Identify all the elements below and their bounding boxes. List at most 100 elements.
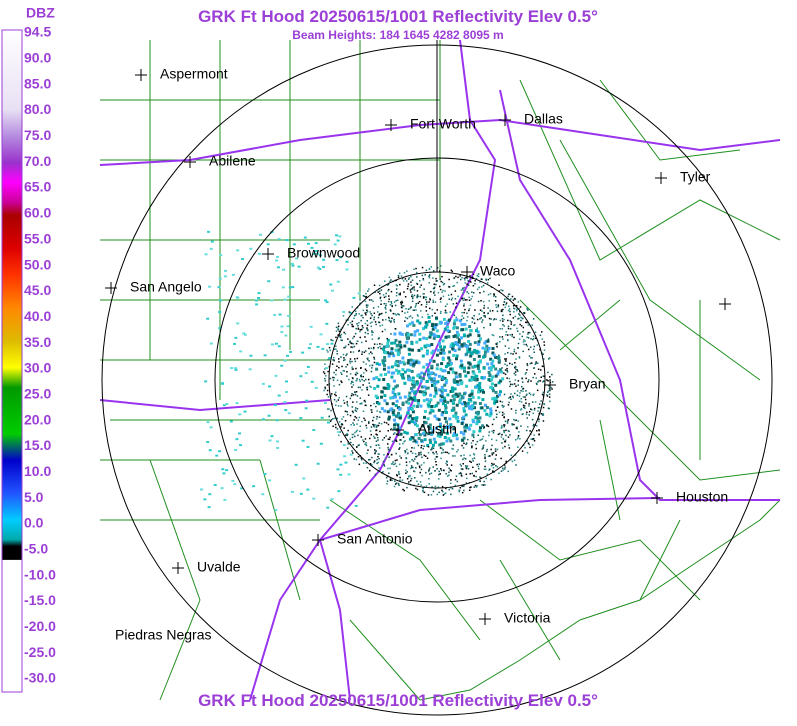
echo — [487, 455, 490, 457]
echo — [387, 354, 391, 358]
echo — [502, 289, 504, 292]
echo — [526, 321, 528, 324]
echo — [366, 324, 369, 327]
echo — [469, 423, 473, 427]
echo — [428, 335, 432, 339]
echo — [334, 393, 336, 396]
echo — [460, 473, 463, 475]
echo — [395, 294, 398, 297]
echo — [521, 381, 524, 383]
echo — [421, 456, 423, 459]
echo — [401, 301, 404, 304]
echo — [422, 293, 424, 295]
echo — [335, 400, 338, 403]
echo — [364, 312, 366, 314]
echo — [483, 341, 487, 345]
echo — [417, 348, 421, 352]
echo — [255, 303, 259, 306]
echo — [451, 270, 453, 273]
echo — [517, 435, 520, 437]
title: GRK Ft Hood 20250615/1001 Reflectivity E… — [198, 7, 598, 26]
echo — [291, 264, 295, 267]
echo — [499, 390, 502, 394]
echo — [421, 354, 425, 358]
echo — [411, 410, 415, 414]
echo — [518, 317, 520, 320]
echo — [380, 289, 383, 291]
echo — [414, 477, 416, 479]
echo — [501, 433, 503, 436]
echo — [422, 490, 424, 493]
echo — [458, 345, 462, 349]
echo — [357, 327, 360, 330]
echo — [458, 490, 460, 493]
echo — [440, 469, 443, 472]
echo — [471, 395, 475, 399]
echo — [375, 376, 379, 380]
echo — [505, 434, 507, 437]
echo — [542, 353, 544, 355]
echo — [428, 470, 430, 473]
echo — [393, 485, 396, 488]
echo — [506, 298, 508, 300]
echo — [330, 498, 334, 501]
echo — [461, 297, 463, 300]
echo — [422, 487, 424, 489]
echo — [324, 377, 326, 380]
echo — [477, 396, 481, 400]
echo — [465, 482, 468, 484]
echo — [495, 318, 497, 321]
echo — [409, 475, 411, 477]
echo — [395, 433, 398, 435]
echo — [436, 468, 438, 470]
echo — [338, 383, 341, 386]
echo — [466, 466, 468, 468]
echo — [338, 397, 340, 399]
echo — [530, 357, 532, 359]
echo — [423, 344, 427, 348]
echo — [368, 347, 370, 350]
echo — [531, 408, 533, 411]
echo — [516, 390, 519, 392]
echo — [445, 473, 447, 475]
echo — [420, 347, 423, 351]
echo — [424, 421, 428, 425]
echo — [515, 412, 517, 414]
echo — [526, 308, 529, 310]
echo — [306, 488, 310, 491]
echo — [236, 249, 240, 252]
echo — [396, 285, 398, 287]
echo — [400, 306, 403, 309]
echo — [484, 315, 486, 317]
echo — [435, 353, 439, 357]
echo — [218, 311, 222, 314]
echo — [384, 280, 386, 282]
echo — [416, 294, 419, 296]
echo — [304, 372, 308, 375]
echo — [473, 436, 475, 439]
echo — [452, 303, 455, 305]
echo — [432, 359, 436, 363]
echo — [413, 398, 417, 402]
echo — [507, 404, 510, 406]
echo — [367, 332, 369, 335]
echo — [499, 341, 501, 343]
echo — [476, 485, 478, 487]
echo — [472, 358, 476, 361]
echo — [487, 278, 490, 281]
echo — [432, 377, 436, 381]
echo — [443, 383, 447, 387]
echo — [546, 395, 549, 397]
echo — [533, 351, 535, 353]
echo — [419, 379, 423, 383]
echo — [371, 314, 373, 317]
echo — [500, 457, 502, 460]
echo — [458, 472, 460, 475]
echo — [455, 306, 457, 309]
echo — [337, 431, 341, 434]
scale-label: 30.0 — [24, 360, 51, 376]
echo — [243, 333, 247, 336]
echo — [359, 302, 361, 304]
echo — [434, 458, 436, 460]
echo — [439, 442, 443, 446]
